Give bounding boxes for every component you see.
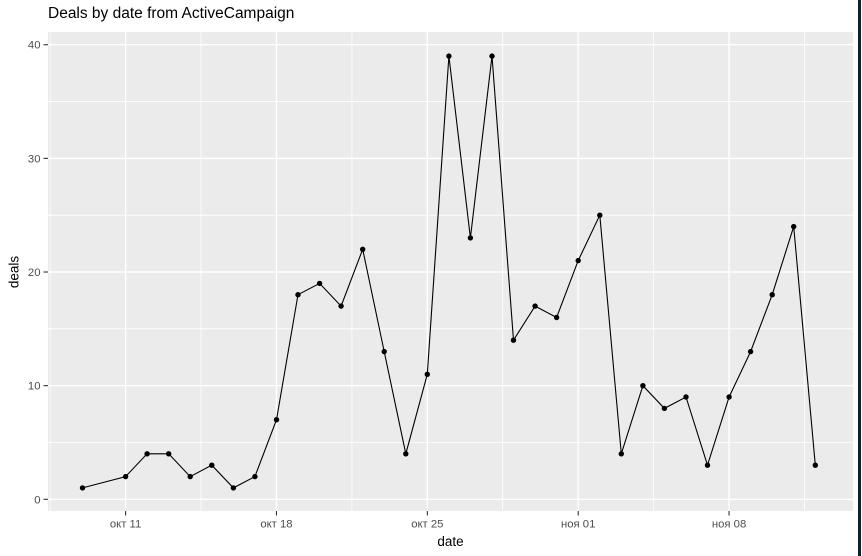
data-point	[316, 280, 323, 287]
data-point	[618, 451, 624, 457]
data-point	[791, 223, 797, 230]
data-point	[122, 473, 129, 480]
window-right-border-line	[858, 0, 861, 556]
y-axis-title: deals	[6, 255, 22, 289]
data-point	[446, 53, 452, 59]
y-tick-label: 40	[28, 40, 41, 52]
data-point	[424, 371, 430, 377]
y-tick-label: 30	[28, 153, 41, 165]
data-point	[489, 53, 495, 59]
data-point	[812, 462, 818, 468]
data-point	[661, 405, 668, 412]
x-tick-label: окт 11	[110, 519, 141, 531]
data-point	[747, 348, 754, 355]
chart-title: Deals by date from ActiveCampaign	[48, 5, 295, 22]
data-point	[230, 485, 237, 491]
x-tick-label: окт 18	[260, 519, 292, 531]
data-point	[769, 292, 775, 298]
data-point	[209, 462, 215, 468]
series-line	[82, 56, 816, 489]
x-tick-label: ноя 01	[561, 519, 595, 531]
data-point	[704, 462, 711, 468]
data-point	[381, 348, 387, 355]
data-point	[273, 417, 280, 423]
data-point	[403, 451, 409, 457]
data-point	[640, 383, 646, 389]
data-point	[79, 485, 86, 491]
data-point	[166, 451, 172, 457]
x-axis-title: date	[437, 534, 464, 549]
data-point	[187, 473, 193, 480]
x-tick-label: ноя 08	[712, 519, 746, 531]
data-point	[252, 473, 258, 480]
data-point	[144, 451, 150, 457]
data-point	[532, 303, 538, 309]
data-point	[683, 394, 689, 400]
data-point	[597, 212, 603, 218]
x-tick-label: окт 25	[411, 519, 443, 531]
data-point	[295, 292, 301, 298]
data-point	[726, 394, 732, 400]
data-point	[553, 314, 560, 321]
data-point	[575, 257, 581, 264]
y-tick-label: 10	[28, 381, 41, 393]
y-tick-label: 0	[34, 494, 40, 506]
data-point	[467, 235, 474, 241]
data-point	[338, 303, 344, 309]
y-tick-label: 20	[28, 267, 41, 279]
data-point	[360, 246, 366, 252]
data-point	[510, 337, 517, 343]
